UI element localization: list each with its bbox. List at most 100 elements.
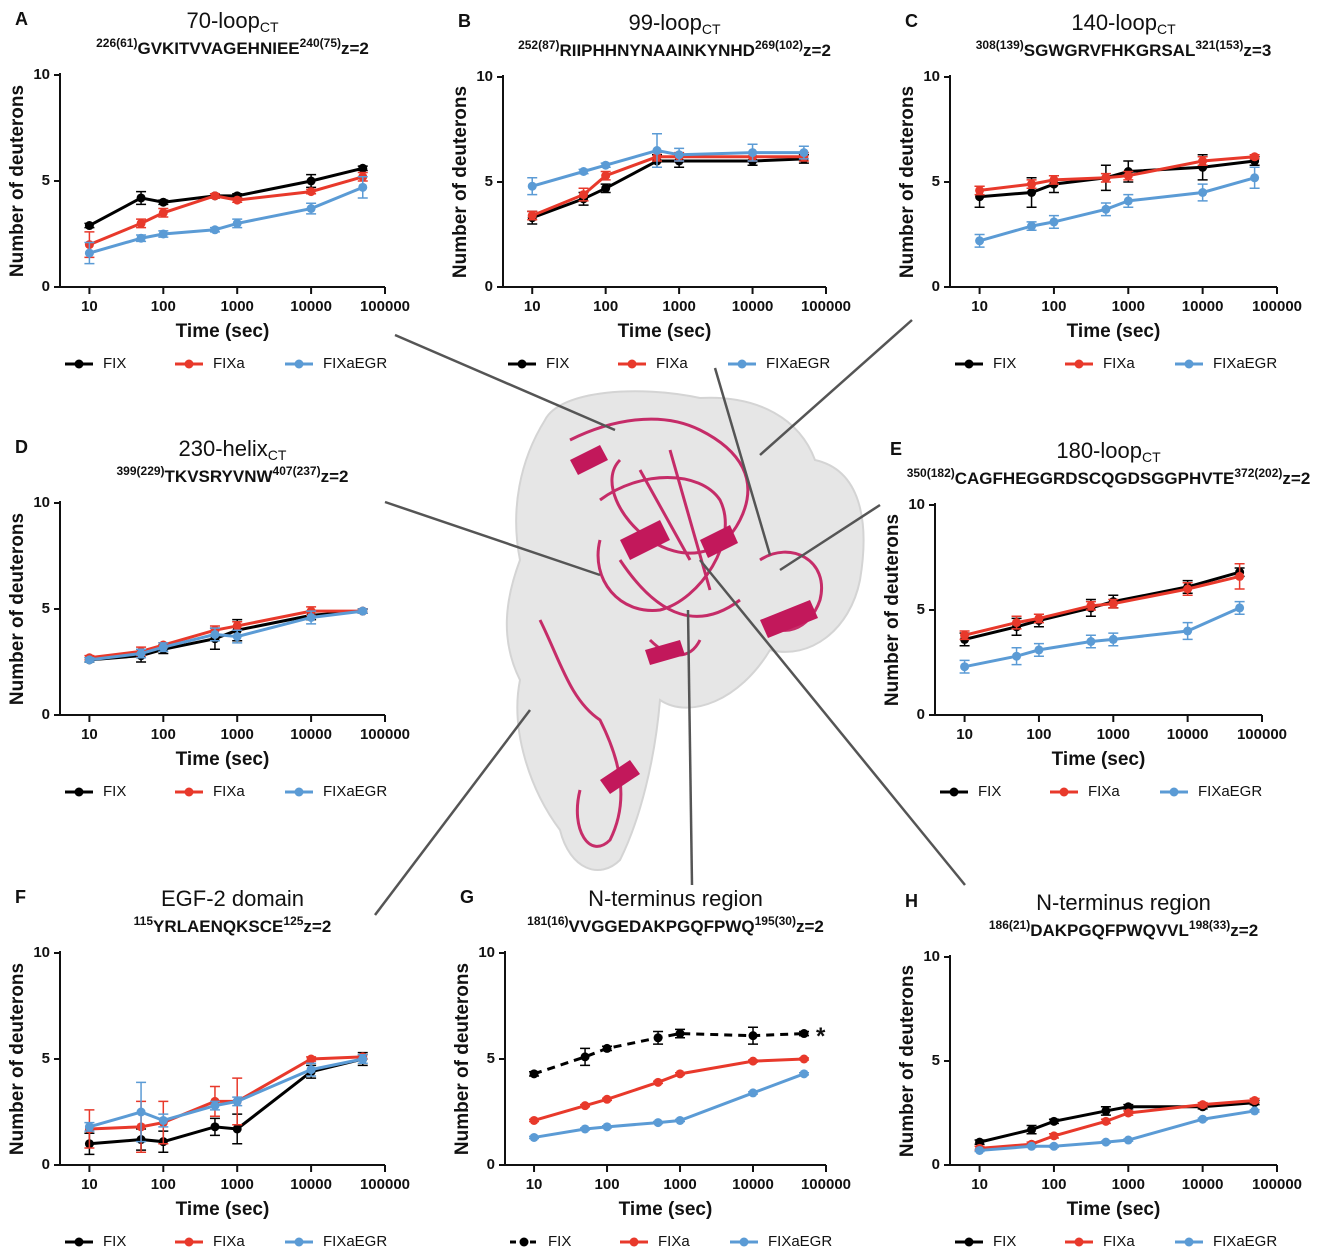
- data-point: [1027, 179, 1037, 189]
- x-tick-label: 10000: [732, 298, 774, 315]
- title-subscript: CT: [260, 19, 279, 35]
- data-point: [1012, 618, 1022, 628]
- series-line: [979, 159, 1255, 199]
- data-point: [1235, 571, 1245, 581]
- legend-marker: [1074, 359, 1084, 369]
- data-point: [158, 642, 168, 652]
- legend-marker: [629, 1237, 639, 1247]
- chart-panel: D 230-helixCT399(229)TKVSRYVNW407(237)z=2…: [7, 436, 410, 800]
- x-tick-label: 10000: [1182, 1176, 1224, 1193]
- peptide-end: 269(102): [755, 38, 803, 52]
- data-point: [675, 1029, 685, 1039]
- legend-marker: [294, 1237, 304, 1247]
- peptide-sequence: VVGGEDAKPGQFPWQ: [569, 917, 755, 936]
- chart-panel: A 70-loopCT226(61)GVKITVVAGEHNIEE240(75)z…: [7, 8, 410, 372]
- data-point: [1123, 1108, 1133, 1118]
- data-point: [1027, 1125, 1037, 1135]
- data-point: [674, 150, 684, 160]
- legend-label: FIXa: [1088, 783, 1120, 800]
- panel-letter: A: [15, 9, 28, 29]
- data-point: [799, 1054, 809, 1064]
- data-point: [210, 629, 220, 639]
- y-tick-label: 5: [485, 173, 493, 190]
- panel-letter: H: [905, 891, 918, 911]
- legend-marker: [74, 1237, 84, 1247]
- data-point: [210, 1122, 220, 1132]
- data-point: [1027, 221, 1037, 231]
- data-point: [580, 1052, 590, 1062]
- data-point: [1049, 175, 1059, 185]
- data-point: [1250, 1096, 1260, 1106]
- data-point: [1198, 1100, 1208, 1110]
- peptide-label: 350(182)CAGFHEGGRDSCQGDSGGPHVTE372(202)z…: [907, 466, 1311, 488]
- title-subscript: CT: [702, 21, 721, 37]
- data-point: [84, 248, 94, 258]
- data-point: [1198, 1114, 1208, 1124]
- data-point: [1034, 645, 1044, 655]
- data-point: [306, 1054, 316, 1064]
- panel-letter: G: [460, 887, 474, 907]
- data-point: [960, 630, 970, 640]
- data-point: [653, 1118, 663, 1128]
- x-tick-label: 1000: [1112, 298, 1145, 315]
- peptide-charge: z=2: [321, 467, 349, 486]
- data-point: [1108, 634, 1118, 644]
- legend-marker: [737, 359, 747, 369]
- x-tick-label: 100: [1026, 726, 1051, 743]
- panel-letter: B: [458, 11, 471, 31]
- data-point: [1049, 1116, 1059, 1126]
- legend-label: FIX: [548, 1233, 571, 1249]
- peptide-sequence: TKVSRYVNW: [165, 467, 274, 486]
- data-point: [1027, 1141, 1037, 1151]
- data-point: [529, 1132, 539, 1142]
- x-tick-label: 10: [526, 1176, 543, 1193]
- peptide-end: 240(75): [300, 36, 341, 50]
- legend-marker: [1059, 787, 1069, 797]
- legend-marker: [1184, 359, 1194, 369]
- legend-label: FIX: [103, 355, 126, 372]
- x-tick-label: 100000: [801, 1176, 851, 1193]
- data-point: [527, 211, 537, 221]
- y-tick-label: 5: [932, 173, 940, 190]
- y-tick-label: 10: [923, 68, 940, 85]
- data-point: [602, 1094, 612, 1104]
- legend-label: FIXaEGR: [766, 355, 830, 372]
- x-tick-label: 10000: [732, 1176, 774, 1193]
- y-tick-label: 10: [908, 496, 925, 513]
- peptide-label: 181(16)VVGGEDAKPGQFPWQ195(30)z=2: [527, 914, 824, 936]
- data-point: [1198, 156, 1208, 166]
- data-point: [84, 655, 94, 665]
- x-tick-label: 100: [1041, 298, 1066, 315]
- x-tick-label: 10000: [290, 298, 332, 315]
- legend-label: FIXaEGR: [1213, 1233, 1277, 1249]
- x-axis-label: Time (sec): [176, 1199, 270, 1220]
- x-tick-label: 100000: [360, 1176, 410, 1193]
- panel-letter: E: [890, 439, 902, 459]
- peptide-start: 308(139): [976, 38, 1024, 52]
- data-point: [975, 236, 985, 246]
- chart-panel: G N-terminus region 181(16)VVGGEDAKPGQFPWQ…: [452, 886, 851, 1249]
- data-point: [232, 218, 242, 228]
- connector: [686, 609, 694, 886]
- data-point: [136, 233, 146, 243]
- legend-label: FIX: [993, 355, 1016, 372]
- legend-marker: [74, 787, 84, 797]
- data-point: [210, 191, 220, 201]
- legend-label: FIXa: [1103, 1233, 1135, 1249]
- x-tick-label: 10000: [1182, 298, 1224, 315]
- data-point: [358, 182, 368, 192]
- data-point: [136, 193, 146, 203]
- legend-marker: [294, 787, 304, 797]
- legend-marker: [184, 1237, 194, 1247]
- peptide-charge: z=2: [803, 41, 831, 60]
- y-tick-label: 10: [33, 66, 50, 83]
- peptide-end: 125: [283, 914, 303, 928]
- data-point: [579, 190, 589, 200]
- data-point: [306, 187, 316, 197]
- y-tick-label: 0: [42, 706, 50, 723]
- data-point: [1086, 637, 1096, 646]
- peptide-label: 226(61)GVKITVVAGEHNIEE240(75)z=2: [96, 36, 369, 58]
- y-tick-label: 10: [476, 68, 493, 85]
- data-point: [675, 1069, 685, 1079]
